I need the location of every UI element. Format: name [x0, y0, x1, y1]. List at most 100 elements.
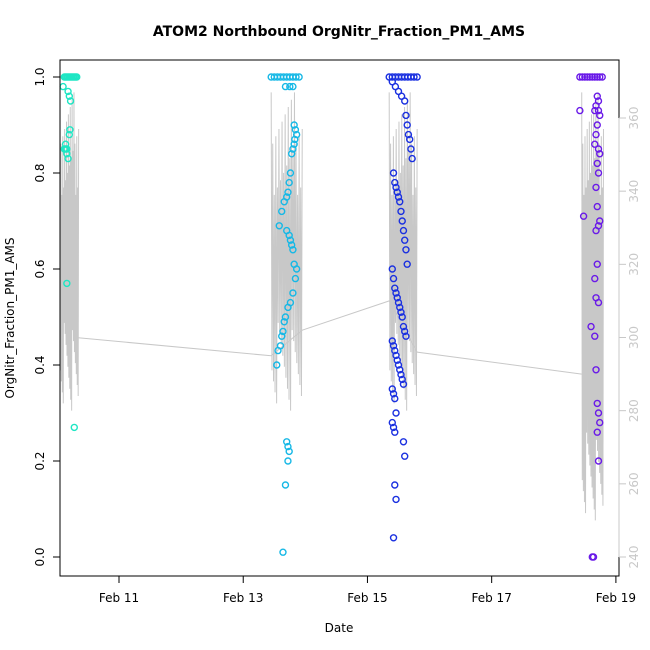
- data-point: [596, 73, 604, 81]
- y2-tick-label: 240: [627, 546, 641, 569]
- data-point: [392, 183, 400, 192]
- data-point: [586, 73, 594, 81]
- data-point: [399, 380, 408, 388]
- data-point: [587, 322, 595, 331]
- data-point: [404, 130, 413, 139]
- data-point: [289, 246, 297, 254]
- y-axis-label: OrgNitr_Fraction_PM1_AMS: [3, 237, 17, 398]
- data-point: [392, 351, 400, 360]
- data-point: [279, 548, 287, 556]
- overlay-trend: [75, 300, 582, 375]
- data-point: [598, 73, 606, 81]
- data-point: [405, 135, 414, 144]
- data-point: [284, 188, 292, 196]
- data-point: [402, 111, 410, 120]
- y2-tick-label: 300: [627, 326, 641, 349]
- data-point: [593, 159, 601, 168]
- data-point: [388, 337, 396, 345]
- data-point: [284, 303, 292, 312]
- data-point: [393, 294, 401, 302]
- data-point: [394, 361, 403, 369]
- data-point: [392, 495, 400, 504]
- data-point: [70, 423, 78, 432]
- data-point: [289, 82, 297, 91]
- x-tick-label: Feb 17: [472, 591, 512, 605]
- data-point: [394, 193, 403, 201]
- data-point: [66, 97, 75, 105]
- data-point: [393, 356, 401, 364]
- data-point: [287, 150, 296, 158]
- data-point: [281, 82, 290, 91]
- y-tick-label: 0.2: [33, 451, 47, 470]
- data-point: [397, 207, 405, 216]
- data-point: [594, 298, 603, 307]
- data-point: [397, 370, 405, 379]
- data-point: [392, 289, 400, 297]
- y2-tick-label: 320: [627, 253, 641, 276]
- data-point: [286, 236, 295, 244]
- data-point: [285, 447, 293, 456]
- data-point: [593, 121, 601, 129]
- data-point: [388, 385, 396, 393]
- data-point: [64, 87, 72, 96]
- data-point: [591, 106, 599, 115]
- data-point: [65, 92, 74, 100]
- data-point: [285, 178, 293, 187]
- data-point: [401, 452, 409, 460]
- overlay-segment-3: [581, 92, 604, 521]
- data-point: [394, 298, 403, 307]
- y-tick-label: 0.4: [33, 355, 47, 374]
- data-point: [295, 73, 303, 81]
- data-point: [403, 121, 411, 129]
- data-point: [389, 342, 398, 350]
- data-point: [592, 130, 600, 139]
- data-point: [388, 265, 396, 273]
- data-point: [588, 73, 596, 81]
- data-point: [581, 73, 589, 81]
- data-point: [396, 303, 404, 312]
- data-point: [287, 241, 296, 249]
- data-point: [398, 375, 406, 384]
- data-point: [391, 481, 399, 489]
- data-point: [396, 198, 404, 206]
- overlay-segment-0: [59, 92, 80, 411]
- data-points: [59, 73, 606, 561]
- data-point: [402, 332, 410, 340]
- data-point: [291, 274, 300, 283]
- y2-tick-label: 260: [627, 472, 641, 495]
- y-tick-label: 0.8: [33, 163, 47, 182]
- data-point: [579, 212, 588, 220]
- data-point: [576, 73, 584, 81]
- data-point: [396, 366, 404, 374]
- data-point: [388, 418, 396, 427]
- data-point: [63, 279, 71, 288]
- data-point: [389, 274, 398, 283]
- data-point: [594, 169, 603, 177]
- data-point: [596, 150, 604, 158]
- y-axis: 0.0 0.2 0.4 0.6 0.8 1.0: [33, 67, 61, 567]
- data-point: [65, 130, 74, 139]
- data-point: [408, 154, 416, 163]
- data-point: [592, 226, 600, 235]
- data-point: [594, 106, 603, 115]
- data-point: [286, 82, 294, 91]
- data-point: [401, 327, 409, 336]
- y-tick-label: 0.0: [33, 547, 47, 566]
- overlay-segment-1: [270, 92, 303, 411]
- data-point: [413, 73, 421, 81]
- data-point: [593, 73, 601, 81]
- data-point: [398, 217, 406, 225]
- data-point: [283, 438, 291, 446]
- data-point: [280, 198, 288, 206]
- x-tick-label: Feb 11: [99, 591, 139, 605]
- data-point: [291, 135, 299, 144]
- data-point: [594, 145, 603, 153]
- data-point: [284, 457, 292, 465]
- data-point: [275, 222, 283, 230]
- data-point: [596, 418, 604, 427]
- data-point: [292, 265, 301, 273]
- x-tick-label: Feb 15: [347, 591, 387, 605]
- data-point: [286, 169, 295, 177]
- chart-title: ATOM2 Northbound OrgNitr_Fraction_PM1_AM…: [153, 24, 525, 40]
- data-point: [593, 260, 601, 268]
